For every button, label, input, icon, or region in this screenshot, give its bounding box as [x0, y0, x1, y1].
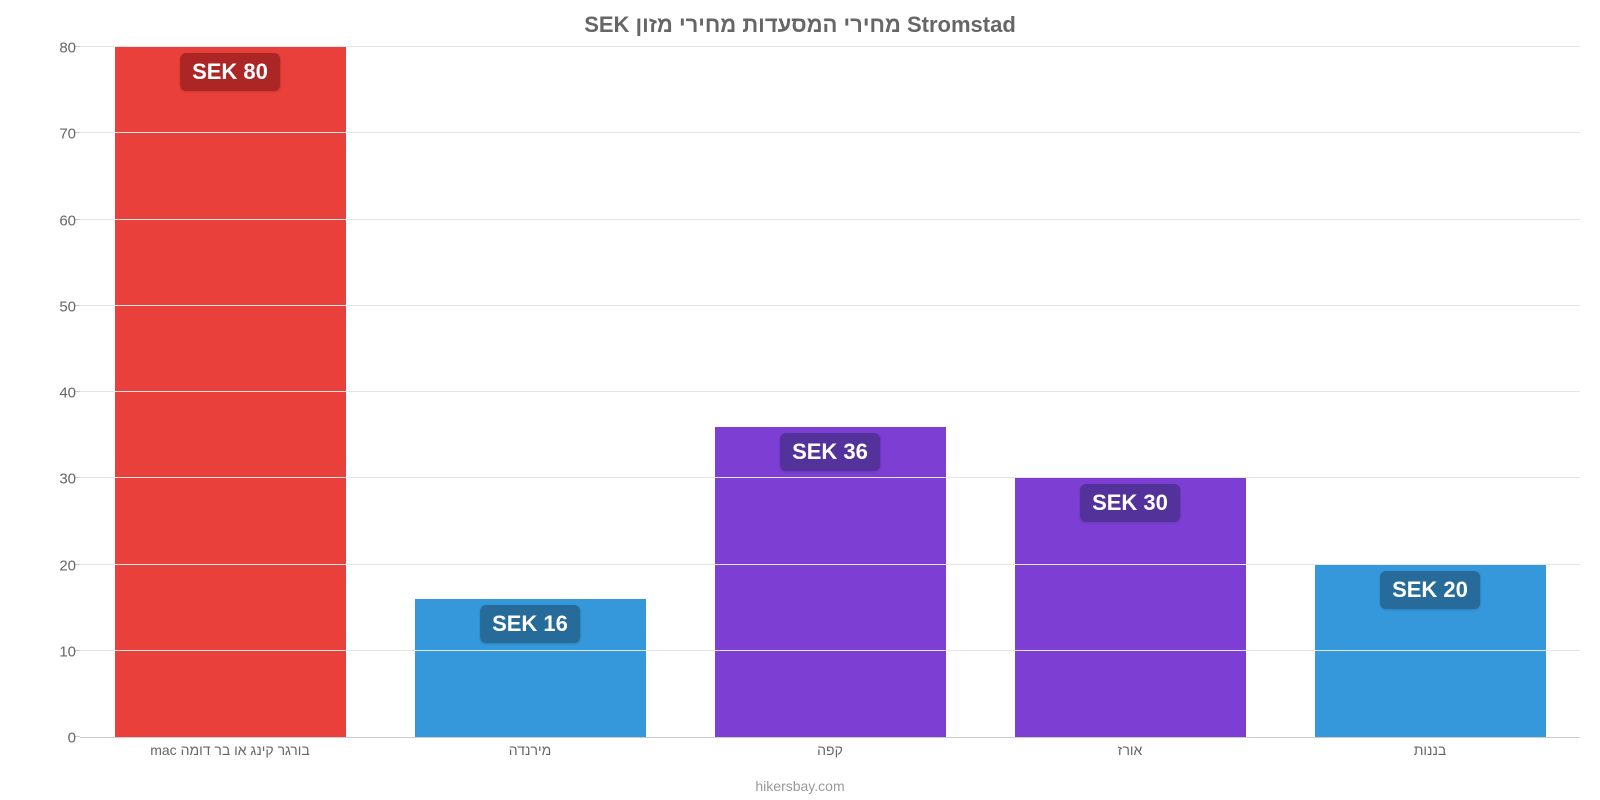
chart-title: SEK מחירי המסעדות מחירי מזון Stromstad [0, 12, 1600, 38]
bar-value-badge: SEK 80 [180, 53, 280, 91]
bar [715, 427, 946, 738]
y-gridline [80, 650, 1580, 651]
y-gridline [80, 305, 1580, 306]
y-tick-label: 60 [40, 212, 76, 229]
plot-area: SEK 80 SEK 16 SEK 36 SEK 30 SEK 20 [80, 48, 1580, 738]
bar-slot: SEK 30 [1015, 48, 1246, 737]
y-gridline [80, 564, 1580, 565]
bar-value-badge: SEK 36 [780, 433, 880, 471]
price-bar-chart: SEK מחירי המסעדות מחירי מזון Stromstad S… [0, 0, 1600, 800]
bar-slot: SEK 16 [415, 48, 646, 737]
y-gridline [80, 132, 1580, 133]
x-tick-label: בננות [1414, 742, 1447, 758]
bars-container: SEK 80 SEK 16 SEK 36 SEK 30 SEK 20 [80, 48, 1580, 737]
y-tick-label: 10 [40, 643, 76, 660]
bar-value-badge: SEK 30 [1080, 484, 1180, 522]
y-gridline [80, 219, 1580, 220]
x-tick-label: אורז [1118, 742, 1143, 758]
x-tick-label: mac בורגר קינג או בר דומה [150, 742, 310, 758]
x-tick-label: קפה [817, 742, 843, 758]
bar [115, 47, 346, 737]
y-gridline [80, 46, 1580, 47]
bar-slot: SEK 20 [1315, 48, 1546, 737]
y-tick-label: 70 [40, 126, 76, 143]
y-tick-label: 40 [40, 385, 76, 402]
y-tick-label: 30 [40, 471, 76, 488]
y-gridline [80, 391, 1580, 392]
bar-slot: SEK 36 [715, 48, 946, 737]
y-tick-label: 20 [40, 557, 76, 574]
x-tick-label: מירנדה [509, 742, 551, 758]
y-tick-label: 80 [40, 40, 76, 57]
bar-value-badge: SEK 20 [1380, 571, 1480, 609]
bar-value-badge: SEK 16 [480, 605, 580, 643]
source-label: hikersbay.com [0, 778, 1600, 794]
y-tick-label: 0 [40, 730, 76, 747]
y-tick-label: 50 [40, 298, 76, 315]
y-gridline [80, 477, 1580, 478]
bar-slot: SEK 80 [115, 48, 346, 737]
